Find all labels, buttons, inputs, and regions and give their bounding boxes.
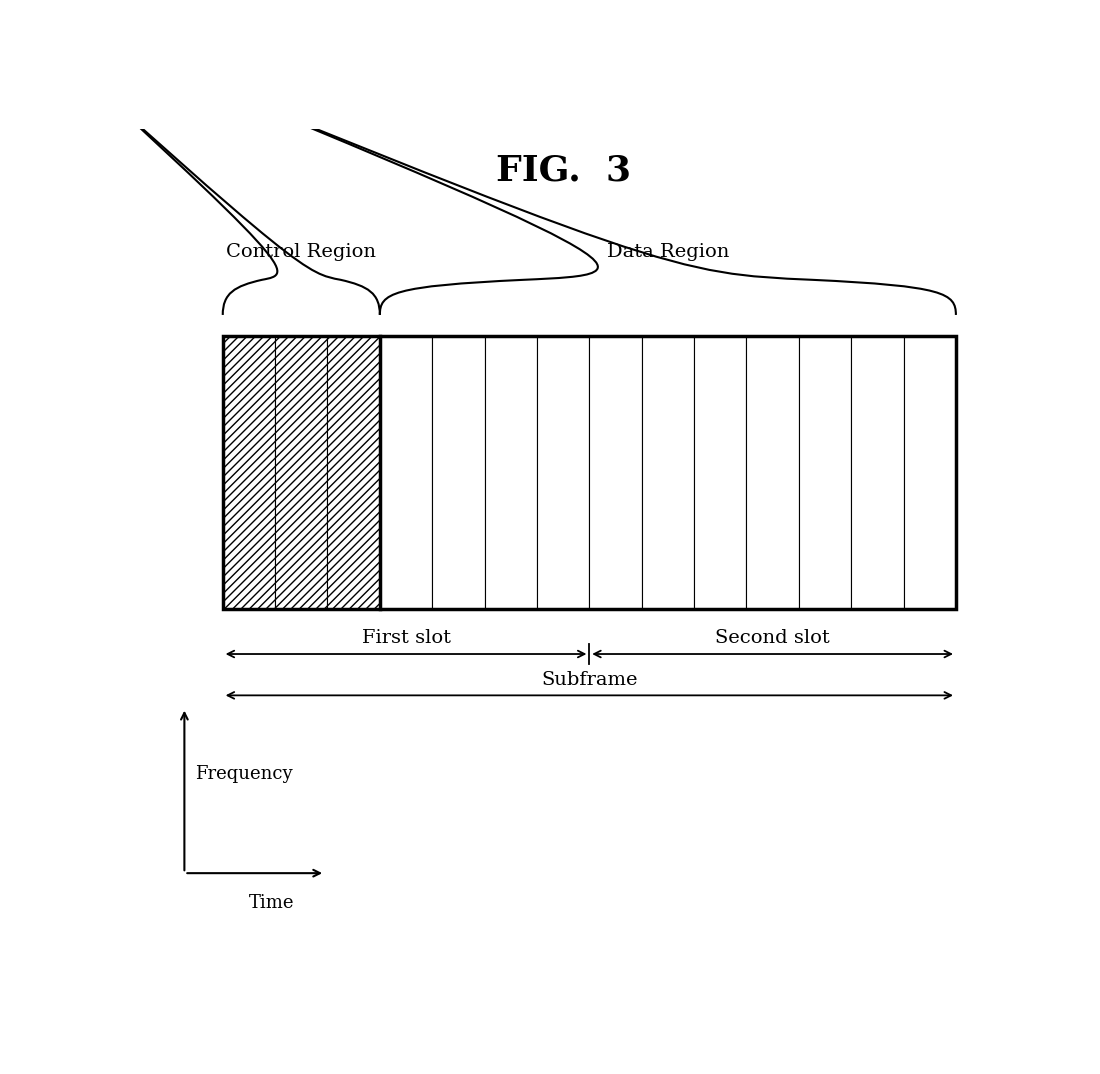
Text: Time: Time [249,894,295,912]
Text: First slot: First slot [362,629,451,648]
Bar [903,335,956,609]
Bar [222,335,956,609]
Bar [641,335,694,609]
Text: Data Region: Data Region [607,243,729,261]
Bar [328,335,380,609]
Text: Control Region: Control Region [227,243,376,261]
Text: Subframe: Subframe [541,671,638,688]
Bar [747,335,799,609]
Bar [799,335,851,609]
Bar [379,335,432,609]
Bar [590,335,641,609]
Text: FIG.  3: FIG. 3 [496,154,631,188]
Text: Frequency: Frequency [195,765,293,783]
Bar [275,335,328,609]
Bar [694,335,747,609]
Bar [851,335,903,609]
Bar [432,335,485,609]
Bar [222,335,275,609]
Bar [537,335,590,609]
Text: Second slot: Second slot [715,629,830,648]
Bar [485,335,537,609]
